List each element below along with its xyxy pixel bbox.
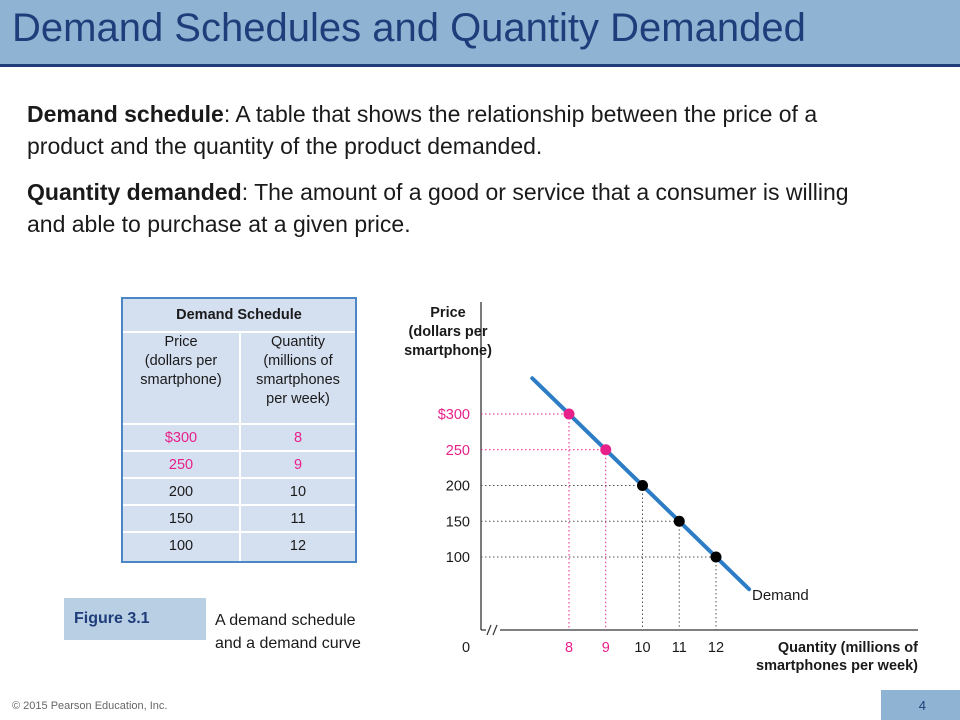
price-cell: 250 [168,457,194,473]
header-line: (millions of [263,353,333,369]
header-line: (dollars per [144,353,218,369]
demand-schedule-table: Demand Schedule Price (dollars per smart… [121,297,357,563]
origin-label: 0 [462,640,470,656]
definition-term: Demand schedule [27,101,224,127]
row-divider [123,531,355,533]
data-point [563,408,575,420]
x-tick-label: 11 [672,640,687,656]
y-axis-label: Price [430,305,465,321]
quantity-cell: 8 [293,430,303,446]
y-tick-label: 150 [446,514,470,530]
quantity-cell: 12 [289,538,307,554]
price-cell: 100 [168,538,194,554]
definition-text: : A table that shows the relationship be… [27,101,818,159]
row-divider [123,450,355,452]
y-axis-label: (dollars per [409,324,488,340]
caption-line: and a demand curve [215,635,361,652]
data-point [637,480,648,491]
definition-quantity-demanded: Quantity demanded: The amount of a good … [27,176,887,240]
title-rule [0,64,960,67]
definition-term: Quantity demanded [27,179,242,205]
quantity-column-header: Quantity (millions of smartphones per we… [241,333,355,423]
copyright-footer: © 2015 Pearson Education, Inc. [12,700,168,712]
definition-demand-schedule: Demand schedule: A table that shows the … [27,98,887,162]
quantity-cell: 10 [289,484,307,500]
row-divider [123,423,355,425]
data-point [673,515,685,527]
quantity-cell: 11 [290,511,306,527]
row-divider [123,504,355,506]
y-tick-label: 250 [446,443,470,459]
axis-break-mark [486,624,492,636]
slide-title: Demand Schedules and Quantity Demanded [12,6,806,50]
price-cell: $300 [164,430,198,446]
price-cell: 150 [168,511,194,527]
data-point [600,444,612,456]
column-divider [239,333,241,561]
header-line: Price [164,334,198,350]
x-tick-label: 9 [602,640,610,656]
price-column-header: Price (dollars per smartphone) [123,333,239,423]
x-tick-label: 12 [708,640,724,656]
x-axis-label: Quantity (millions of [778,640,918,656]
figure-label: Figure 3.1 [74,610,150,627]
x-tick-label: 8 [565,640,573,656]
page-number: 4 [918,698,926,713]
row-divider [123,477,355,479]
series-label: Demand [752,587,809,604]
table-title: Demand Schedule [123,299,355,333]
caption-line: A demand schedule [215,612,356,629]
header-line: smartphones [256,372,340,388]
x-axis-label: smartphones per week) [756,658,918,674]
page-number-box: 4 [881,690,960,720]
header-line: per week) [266,391,330,407]
axis-break-mark [492,624,498,636]
data-point [710,551,722,563]
figure-label-box: Figure 3.1 [64,598,206,640]
quantity-cell: 9 [293,457,303,473]
title-bar: Demand Schedules and Quantity Demanded [0,0,960,64]
x-tick-label: 10 [634,640,650,656]
y-tick-label: 200 [446,479,470,495]
price-cell: 200 [168,484,194,500]
definition-text: : The amount of a good or service that a… [27,179,849,237]
header-line: smartphone) [140,372,222,388]
y-axis-label: smartphone) [404,343,492,359]
y-tick-label: 100 [446,550,470,566]
y-tick-label: $300 [438,407,470,423]
header-line: Quantity [271,334,325,350]
figure-caption: A demand schedule and a demand curve [215,609,361,655]
